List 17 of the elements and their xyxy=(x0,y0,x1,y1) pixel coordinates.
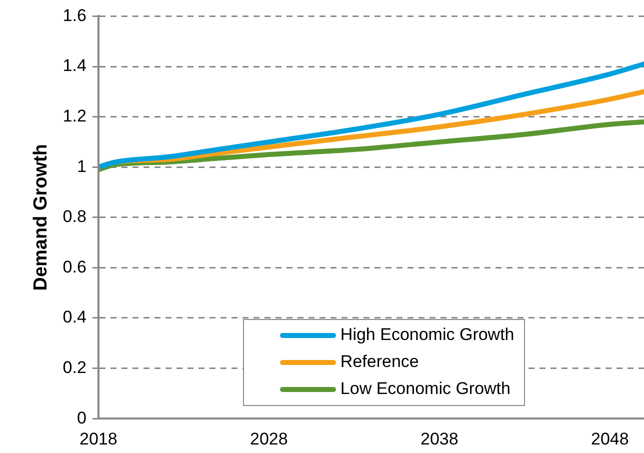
y-axis-title: Demand Growth xyxy=(30,144,52,291)
y-tick-label: 0.4 xyxy=(62,308,86,327)
y-tick-label: 0.6 xyxy=(62,257,86,276)
x-tick-label: 2048 xyxy=(590,429,629,448)
legend-label: Low Economic Growth xyxy=(340,379,510,400)
y-tick-label: 1.2 xyxy=(62,106,86,126)
x-tick-label: 2028 xyxy=(250,429,288,448)
y-tick-label: 1.4 xyxy=(62,56,86,76)
legend-label: High Economic Growth xyxy=(340,325,514,346)
y-tick-label: 0 xyxy=(76,408,86,428)
legend-label: Reference xyxy=(340,352,419,372)
x-tick-label: 2018 xyxy=(80,429,118,448)
y-tick-label: 1 xyxy=(76,156,86,176)
y-tick-label: 0.8 xyxy=(62,207,86,226)
y-tick-label: 0.2 xyxy=(62,358,86,377)
y-tick-label: 1.6 xyxy=(62,6,86,25)
x-tick-label: 2038 xyxy=(420,429,458,448)
